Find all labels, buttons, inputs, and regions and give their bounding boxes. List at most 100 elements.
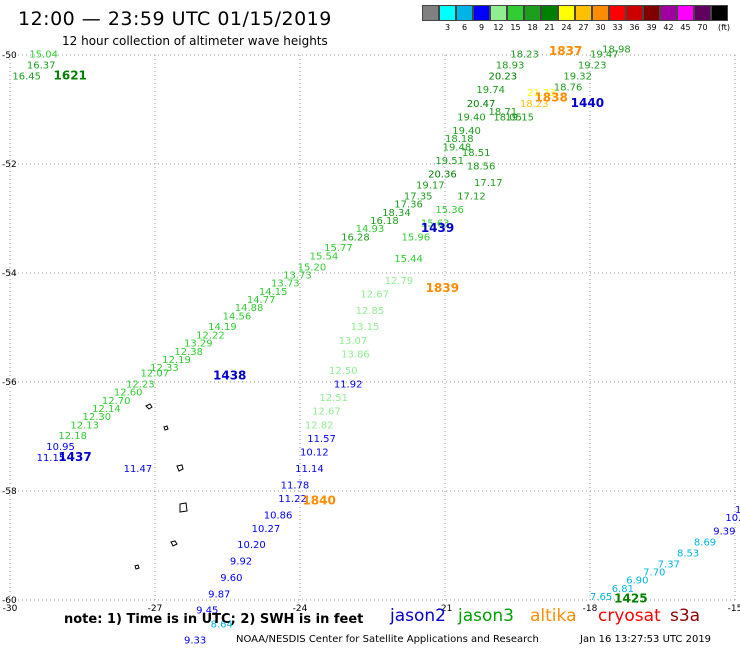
legend-label: 70 bbox=[697, 23, 708, 32]
mission-jason2: jason2 bbox=[390, 606, 446, 626]
wave-height-label: 12.70 bbox=[102, 396, 131, 407]
wave-height-label: 15.20 bbox=[298, 262, 327, 273]
legend-label: 33 bbox=[612, 23, 623, 32]
island bbox=[176, 464, 184, 472]
wave-height-label: 12.14 bbox=[92, 404, 121, 415]
credit-line: NOAA/NESDIS Center for Satellite Applica… bbox=[236, 634, 539, 645]
lat-tick-label: -60 bbox=[2, 596, 17, 606]
wave-height-label: 18.98 bbox=[602, 44, 631, 55]
wave-height-label: 18.34 bbox=[382, 208, 411, 219]
pass-time-label: 1840 bbox=[302, 494, 335, 508]
wave-height-label: 18.23 bbox=[510, 50, 539, 61]
page-title: 12:00 — 23:59 UTC 01/15/2019 bbox=[18, 8, 332, 30]
legend-label: 21 bbox=[544, 23, 555, 32]
wave-height-label: 15.77 bbox=[324, 243, 353, 254]
legend-swatch bbox=[456, 5, 473, 21]
wave-height-label: 15.36 bbox=[435, 205, 464, 216]
legend-cell: 27 bbox=[575, 5, 592, 32]
wave-height-label: 12.23 bbox=[126, 379, 155, 390]
legend-cell: 12 bbox=[490, 5, 507, 32]
legend-cell: 6 bbox=[456, 5, 473, 32]
wave-height-label: 14.56 bbox=[223, 311, 252, 322]
legend-cell: 24 bbox=[558, 5, 575, 32]
wave-height-label: 19.74 bbox=[476, 85, 505, 96]
lon-tick-label: -24 bbox=[293, 604, 308, 614]
wave-height-label: 6.81 bbox=[612, 584, 634, 595]
wave-height-label: 10.12 bbox=[300, 448, 329, 459]
track-s3a: 7.656.816.907.707.378.538.699.39 10.8710.… bbox=[590, 505, 740, 603]
wave-height-label: 12.82 bbox=[305, 420, 334, 431]
wave-height-label: 12.85 bbox=[356, 306, 385, 317]
legend-label: 18 bbox=[527, 23, 538, 32]
wave-height-label: 7.70 bbox=[643, 567, 665, 578]
legend-cell: 36 bbox=[626, 5, 643, 32]
wave-height-label: 9.45 bbox=[196, 606, 218, 617]
legend-cell bbox=[711, 5, 728, 32]
wave-height-label: 8.53 bbox=[677, 548, 699, 559]
legend-swatch bbox=[473, 5, 490, 21]
legend-swatch bbox=[609, 5, 626, 21]
wave-height-label: 18.71 bbox=[489, 107, 518, 118]
wave-height-label: 6.90 bbox=[626, 576, 648, 587]
legend-swatch bbox=[592, 5, 609, 21]
wave-height-label: 14.88 bbox=[235, 303, 264, 314]
legend-label: 39 bbox=[646, 23, 657, 32]
wave-height-label: 17.12 bbox=[457, 191, 486, 202]
legend-swatch bbox=[660, 5, 677, 21]
legend-label: 12 bbox=[493, 23, 504, 32]
legend-label: 3 bbox=[444, 23, 451, 32]
wave-height-label: 9.39 bbox=[713, 527, 735, 538]
graticule bbox=[9, 54, 736, 601]
wave-height-label: 18.18 bbox=[445, 134, 474, 145]
wave-height-label: 17.36 bbox=[394, 200, 423, 211]
wave-height-label: 11.14 bbox=[295, 464, 324, 475]
wave-height-label: 14.93 bbox=[356, 224, 385, 235]
wave-height-label: 7.37 bbox=[658, 559, 680, 570]
wave-height-label: 18.93 bbox=[496, 61, 525, 72]
wave-height-label: 16.45 bbox=[12, 72, 41, 83]
wave-height-label: 9.33 bbox=[184, 636, 206, 647]
generated-timestamp: Jan 16 13:27:53 UTC 2019 bbox=[580, 634, 712, 645]
wave-height-label: 20.36 bbox=[428, 170, 457, 181]
legend-cell: 9 bbox=[473, 5, 490, 32]
legend-label: 15 bbox=[510, 23, 521, 32]
wave-height-label: 15.54 bbox=[310, 251, 339, 262]
page-subtitle: 12 hour collection of altimeter wave hei… bbox=[62, 34, 328, 48]
wave-height-label: 16.37 bbox=[27, 61, 56, 72]
legend-label: 9 bbox=[478, 23, 485, 32]
lat-tick-label: -54 bbox=[2, 269, 17, 279]
island-outlines bbox=[134, 403, 188, 570]
wave-height-label: 11.57 bbox=[307, 434, 336, 445]
wave-height-label: 15.96 bbox=[402, 232, 431, 243]
wave-height-label: 10.95 bbox=[46, 442, 75, 453]
island bbox=[145, 403, 153, 410]
mission-jason3: jason3 bbox=[458, 606, 514, 626]
wave-height-label: 12.19 bbox=[162, 355, 191, 366]
legend-label: 27 bbox=[578, 23, 589, 32]
wave-height-label: 12.67 bbox=[312, 407, 341, 418]
wave-height-label: 13.07 bbox=[339, 336, 368, 347]
legend-cell: 15 bbox=[507, 5, 524, 32]
wave-height-label: 12.60 bbox=[114, 388, 143, 399]
legend-label: 45 bbox=[680, 23, 691, 32]
wave-height-label: 18.56 bbox=[467, 161, 496, 172]
wave-height-label: 19.47 bbox=[590, 50, 619, 61]
wave-height-label: 15.63 bbox=[421, 219, 450, 230]
wave-height-label: 7.65 bbox=[590, 592, 612, 603]
wave-height-label: 18.23 bbox=[520, 99, 549, 110]
pass-time-label: 1839 bbox=[426, 281, 459, 295]
wave-height-label: 19.48 bbox=[443, 142, 472, 153]
wave-height-label: 20.47 bbox=[467, 99, 496, 110]
wave-height-label: 12.38 bbox=[174, 347, 203, 358]
lat-tick-label: -52 bbox=[2, 160, 17, 170]
legend-swatch bbox=[694, 5, 711, 21]
island bbox=[179, 502, 188, 513]
legend-swatch bbox=[575, 5, 592, 21]
island bbox=[163, 425, 169, 431]
lat-tick-label: -50 bbox=[2, 51, 17, 61]
island bbox=[170, 540, 178, 547]
pass-time-label: 1425 bbox=[614, 592, 647, 606]
legend-label: 36 bbox=[629, 23, 640, 32]
legend-cell: 45 bbox=[677, 5, 694, 32]
